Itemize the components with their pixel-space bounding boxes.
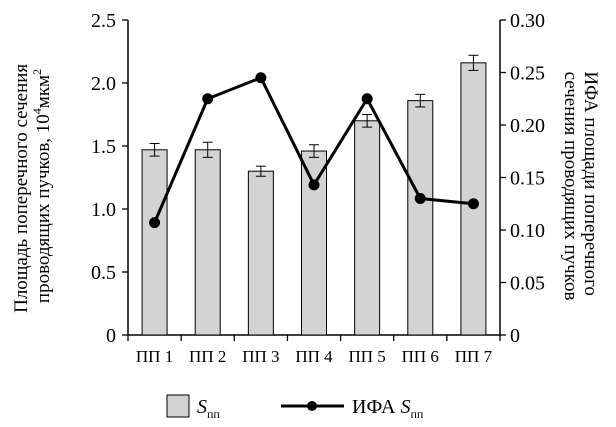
right-axis-title: ИФА площади поперечного сечения проводящ… xyxy=(560,71,601,300)
x-tick-label: ПП 7 xyxy=(455,347,493,366)
right-axis-title-line1: ИФА площади поперечного xyxy=(580,71,601,296)
legend-bar-label: Sпп xyxy=(197,396,220,421)
x-tick-label: ПП 1 xyxy=(136,347,173,366)
x-tick-label: ПП 6 xyxy=(402,347,439,366)
legend: Sпп ИФА Sпп xyxy=(166,394,424,421)
right-tick-label: 0.30 xyxy=(510,10,545,32)
left-tick-label: 0.5 xyxy=(91,262,116,284)
right-tick-label: 0.25 xyxy=(510,63,545,85)
ifa-point xyxy=(467,198,479,210)
left-axis-title-line2: проводящих пучков, 104мкм2 xyxy=(30,69,54,303)
bar xyxy=(407,100,434,336)
legend-line-marker xyxy=(307,401,317,411)
x-tick-label: ПП 3 xyxy=(242,347,279,366)
legend-line-label-main: ИФА xyxy=(352,396,400,418)
right-tick-label: 0 xyxy=(510,325,520,347)
plot-area: 0 0.5 1.0 1.5 2.0 2.5 0 0.05 0.10 0.15 0.20 0.25 0.3… xyxy=(91,10,545,366)
ifa-point xyxy=(361,93,373,105)
right-tick-label: 0.05 xyxy=(510,273,545,295)
legend-line-label: ИФА Sпп xyxy=(352,396,424,421)
bar xyxy=(247,170,274,336)
x-tick-label: ПП 2 xyxy=(189,347,226,366)
bar xyxy=(141,149,168,336)
right-tick-label: 0.15 xyxy=(510,168,545,190)
right-tick-label: 0.10 xyxy=(510,220,545,242)
ifa-point xyxy=(202,93,214,105)
left-tick-label: 1.0 xyxy=(91,199,116,221)
ifa-point xyxy=(149,217,161,229)
left-tick-label: 1.5 xyxy=(91,136,116,158)
bar xyxy=(354,120,381,336)
legend-bar-swatch xyxy=(166,394,190,418)
left-axis-title-line1: Площадь поперечного сечения xyxy=(11,64,32,313)
left-axis-title: Площадь поперечного сечения проводящих п… xyxy=(11,59,54,313)
left-tick-label: 2.5 xyxy=(91,10,116,32)
left-tick-label: 0 xyxy=(106,325,116,347)
bar xyxy=(194,149,221,336)
x-tick-label: ПП 5 xyxy=(348,347,385,366)
ifa-point xyxy=(255,72,267,84)
right-tick-label: 0.20 xyxy=(510,115,545,137)
left-tick-label: 2.0 xyxy=(91,73,116,95)
ifa-point xyxy=(414,193,426,204)
x-tick-label: ПП 4 xyxy=(295,347,333,366)
bar xyxy=(301,150,327,336)
right-axis-title-line2: сечения проводящих пучков xyxy=(560,72,581,301)
ifa-point xyxy=(308,179,320,191)
